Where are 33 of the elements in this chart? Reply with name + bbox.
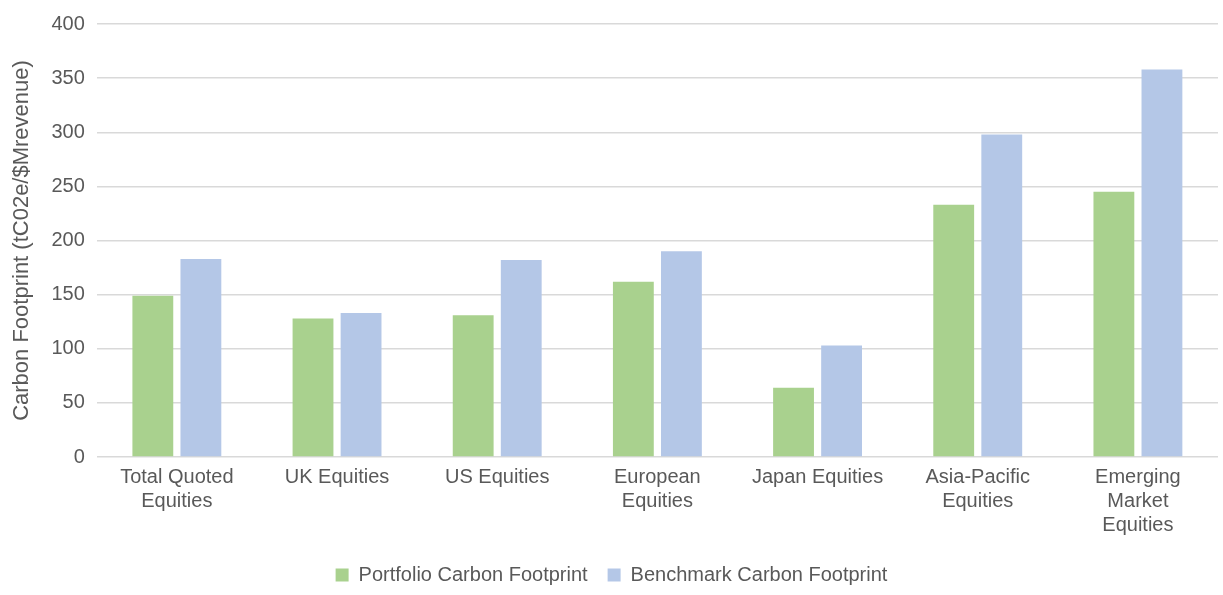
y-tick-label: 350 [51,65,85,88]
y-axis-title: Carbon Footprint (tC02e/$Mrevenue) [8,60,34,421]
x-tick-label: Asia-Pacific Equities [925,464,1030,511]
x-tick-label: UK Equities [284,464,390,487]
bar [612,281,654,457]
bar [1093,191,1135,457]
y-tick-label: 250 [51,173,85,196]
legend-label: Portfolio Carbon Footprint [358,562,589,585]
y-tick-label: 0 [73,444,85,467]
bar [773,387,814,457]
y-tick-label: 300 [51,119,85,142]
bar [292,318,334,457]
bar [452,315,494,457]
bar [340,313,382,457]
legend-label: Benchmark Carbon Footprint [630,562,888,585]
bar [660,251,702,457]
y-tick-label: 50 [62,390,85,413]
y-tick-label: 200 [51,228,85,251]
bar [132,295,174,457]
x-tick-label: US Equities [444,464,550,487]
y-tick-label: 400 [51,11,85,34]
bar [500,259,542,457]
y-tick-label: 100 [51,336,85,359]
x-tick-label: Total Quoted Equities [120,464,234,511]
y-tick-label: 150 [51,282,85,305]
bar [933,204,975,457]
x-tick-label: Japan Equities [751,464,884,487]
x-tick-label: Emerging Market Equities [1095,464,1181,535]
bar [180,258,222,457]
bar [981,134,1023,457]
bar [1141,69,1183,457]
bar [821,345,863,457]
x-tick-label: European Equities [614,464,701,511]
